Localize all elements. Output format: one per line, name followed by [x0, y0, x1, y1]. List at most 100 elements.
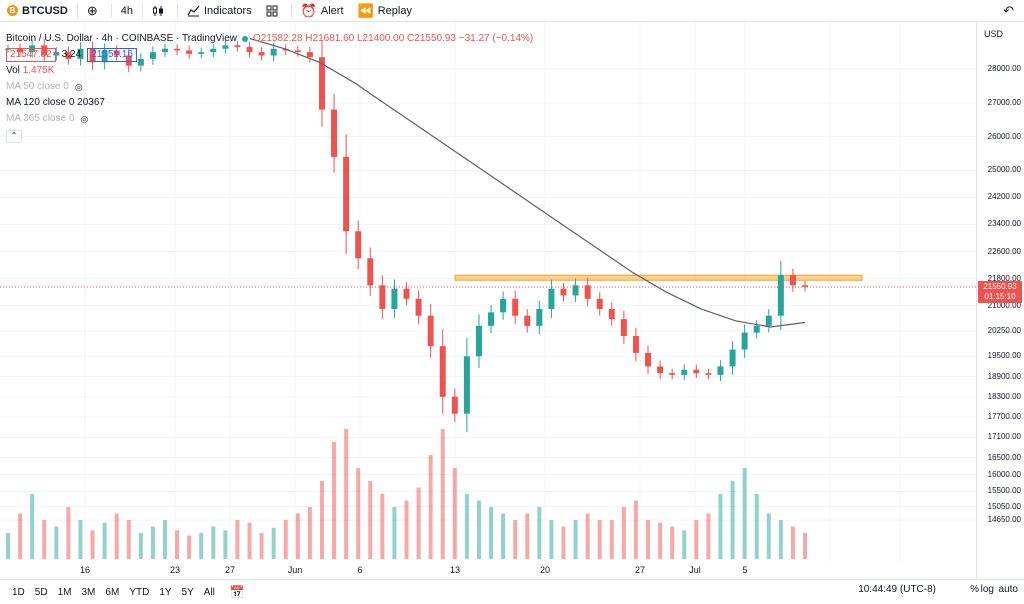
candle-body [125, 55, 132, 66]
symbol-selector[interactable]: B BTCUSD [0, 0, 75, 21]
layouts-button[interactable] [259, 0, 289, 21]
divider [142, 3, 143, 18]
ask-price[interactable]: 21551.16 [87, 48, 137, 62]
compare-button[interactable]: ⊕ [80, 0, 109, 21]
bid-price[interactable]: 21547.92 [6, 48, 56, 62]
price-tick-label: 18900.00 [987, 371, 1021, 381]
range-button-5y[interactable]: 5Y [181, 586, 194, 598]
price-tick-label: 19500.00 [987, 351, 1021, 361]
volume-bar [356, 468, 361, 559]
volume-bar [30, 494, 35, 559]
volume-bar [175, 530, 180, 559]
candle-body [53, 52, 60, 56]
candle-body [753, 325, 760, 333]
price-tick-label: 16500.00 [987, 452, 1021, 462]
indicators-chart-icon [187, 5, 200, 17]
volume-bar [295, 513, 300, 559]
vol-label: Vol [6, 65, 20, 76]
clock[interactable]: 10:44:49 (UTC-8) [858, 584, 936, 595]
volume-bar [404, 500, 409, 559]
candle-body [415, 298, 422, 316]
price-tick-label: 15500.00 [987, 486, 1021, 496]
ma50-row[interactable]: MA 50 close 0 ◎ [6, 79, 533, 95]
candle-body [620, 319, 627, 336]
percent-scale-toggle[interactable]: % [970, 584, 979, 595]
candle-body [560, 288, 567, 296]
price-tick-label: 28000.00 [987, 64, 1021, 74]
range-button-3m[interactable]: 3M [81, 586, 96, 598]
ma120-row[interactable]: MA 120 close 0 20367 [6, 95, 533, 111]
alarm-clock-icon: ⏰ [300, 2, 317, 18]
volume-bar [18, 513, 23, 559]
top-toolbar: B BTCUSD ⊕ 4h Indicators ⏰ Alert ⏪ Repla… [0, 0, 1024, 22]
candle-body [198, 52, 205, 54]
replay-button[interactable]: ⏪ Replay [351, 0, 419, 21]
undo-icon[interactable]: ↶ [1003, 3, 1014, 18]
price-chart[interactable]: 16 23 27 Jun 6 13 20 27 Jul 5 [0, 22, 976, 579]
candle-body [89, 48, 96, 63]
chart-pane[interactable]: 16 23 27 Jun 6 13 20 27 Jul 5 [0, 22, 976, 579]
alert-button[interactable]: ⏰ Alert [294, 0, 351, 21]
volume-bar [416, 487, 421, 559]
price-tick-label: 14650.00 [987, 515, 1021, 525]
auto-scale-toggle[interactable]: auto [998, 584, 1018, 595]
candle-body [113, 50, 120, 56]
volume-bar [513, 520, 518, 559]
volume-bar [6, 533, 10, 559]
candle-body [439, 346, 446, 397]
candle-body [705, 373, 712, 375]
candle-body [77, 48, 84, 59]
range-button-ytd[interactable]: YTD [129, 586, 150, 598]
range-button-1d[interactable]: 1D [12, 586, 25, 598]
candle-body [584, 285, 591, 299]
currency-selector[interactable]: USD [984, 29, 1004, 39]
candle-body [524, 315, 531, 326]
candle-body [174, 48, 181, 51]
volume-bar [670, 526, 675, 559]
collapse-legend-icon[interactable]: ⌃ [6, 129, 22, 143]
goto-date-icon[interactable]: 📅 [229, 585, 245, 599]
legend-title: Bitcoin / U.S. Dollar · 4h · COINBASE · … [6, 33, 238, 44]
candle-body [451, 396, 458, 414]
volume-bar [259, 533, 264, 559]
volume-bar [573, 520, 578, 559]
candle-body [210, 48, 217, 53]
bar-countdown: 01:15:10 [984, 291, 1016, 301]
volume-bar [319, 481, 324, 559]
volume-bar [223, 530, 228, 559]
spread-value: 3.24 [61, 49, 82, 60]
candle-body [681, 369, 688, 375]
volume-bar [706, 513, 711, 559]
ma120-line [249, 38, 806, 328]
ma50-label: MA 50 close 0 [6, 81, 69, 92]
log-scale-toggle[interactable]: log [980, 584, 994, 595]
indicators-button[interactable]: Indicators [180, 0, 259, 21]
candle-body [645, 352, 652, 367]
hidden-eye-icon[interactable]: ◎ [80, 114, 89, 124]
price-tick-label: 23400.00 [987, 219, 1021, 229]
range-button-1y[interactable]: 1Y [159, 586, 172, 598]
volume-bar [211, 526, 216, 559]
volume-bar [368, 481, 373, 559]
ma120-label: MA 120 close 0 [6, 97, 75, 108]
range-button-6m[interactable]: 6M [105, 586, 120, 598]
hidden-eye-icon[interactable]: ◎ [74, 82, 83, 92]
candle-body [802, 285, 808, 287]
volume-row[interactable]: Vol 1.475K [6, 63, 533, 79]
price-tick-label: 26000.00 [987, 131, 1021, 141]
divider [76, 3, 78, 18]
candle-body [596, 298, 603, 309]
plus-circle-icon: ⊕ [86, 2, 98, 18]
interval-button[interactable]: 4h [114, 0, 140, 21]
vol-value: 1.475K [22, 65, 55, 76]
range-button-5d[interactable]: 5D [34, 586, 48, 598]
candle-body [367, 258, 374, 286]
candle-body [403, 288, 410, 299]
range-button-all[interactable]: All [203, 586, 215, 598]
range-button-1m[interactable]: 1M [57, 586, 72, 598]
chart-type-button[interactable] [145, 0, 175, 21]
grid-layout-icon [266, 5, 278, 17]
ma365-row[interactable]: MA 365 close 0 ◎ [6, 111, 533, 127]
volume-bar [271, 527, 276, 559]
candle-body [765, 315, 772, 326]
